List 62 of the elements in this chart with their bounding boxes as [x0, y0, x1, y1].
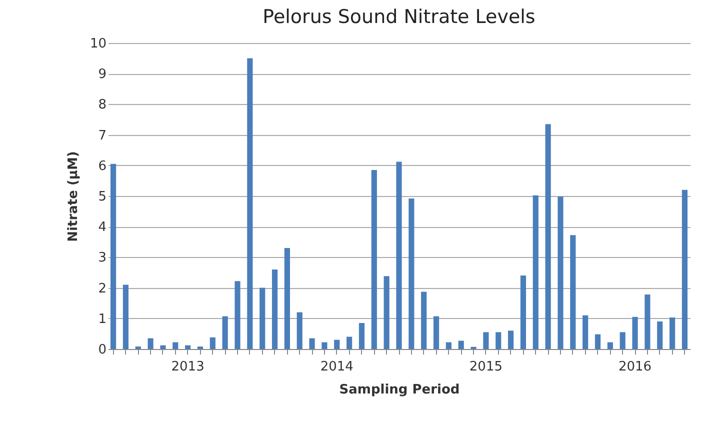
y-tick-label: 1 — [98, 312, 106, 327]
bar — [483, 332, 489, 349]
bar — [334, 340, 340, 349]
bar — [272, 269, 278, 349]
y-tick-label: 8 — [98, 98, 106, 113]
bar — [632, 316, 638, 349]
y-tick-label: 2 — [98, 281, 106, 296]
y-axis-title: Nitrate (µM) — [66, 151, 81, 242]
bar — [160, 345, 166, 349]
bar — [607, 342, 613, 349]
bar — [396, 162, 402, 349]
chart-title: Pelorus Sound Nitrate Levels — [262, 6, 536, 28]
bar — [582, 315, 588, 349]
bar — [172, 342, 178, 349]
bar — [558, 196, 564, 349]
bar — [260, 288, 266, 349]
bar — [148, 338, 154, 349]
bar — [682, 190, 688, 349]
bar — [185, 345, 191, 349]
y-tick-label: 9 — [98, 67, 106, 82]
bar — [508, 330, 514, 349]
bar — [222, 316, 228, 349]
bar — [346, 336, 352, 349]
bar — [371, 170, 377, 349]
bar — [545, 124, 551, 349]
bar — [122, 284, 128, 349]
bar — [594, 334, 601, 349]
bar — [421, 292, 427, 349]
bar — [247, 58, 253, 349]
y-tick-label: 4 — [98, 220, 106, 236]
bar — [620, 332, 626, 349]
x-tick-label: 2013 — [171, 360, 204, 374]
bar — [284, 248, 290, 349]
x-tick-label: 2014 — [320, 360, 354, 374]
bar — [433, 316, 440, 349]
bar — [458, 340, 464, 349]
x-axis-title: Sampling Period — [339, 382, 460, 398]
bar — [210, 337, 216, 349]
y-tick-label: 7 — [98, 128, 106, 144]
y-tick-label: 5 — [98, 190, 106, 204]
bar — [532, 195, 538, 349]
bar — [322, 342, 328, 349]
bar — [520, 276, 526, 349]
bar — [446, 342, 452, 349]
bar — [408, 198, 414, 349]
y-tick-label: 3 — [98, 250, 106, 266]
bar — [110, 164, 116, 349]
bar — [309, 338, 315, 349]
bar — [496, 332, 502, 349]
bar — [384, 276, 390, 349]
y-tick-label: 0 — [98, 342, 106, 358]
x-tick-label: 2015 — [469, 360, 503, 374]
x-tick-label: 2016 — [618, 360, 652, 374]
bar — [358, 322, 365, 349]
y-tick-label: 10 — [90, 36, 106, 52]
y-tick-label: 6 — [98, 158, 106, 174]
bar — [234, 281, 240, 349]
bar — [670, 317, 676, 349]
bar — [296, 312, 302, 349]
bar — [570, 235, 576, 349]
bar — [644, 294, 650, 349]
bar — [657, 321, 663, 349]
